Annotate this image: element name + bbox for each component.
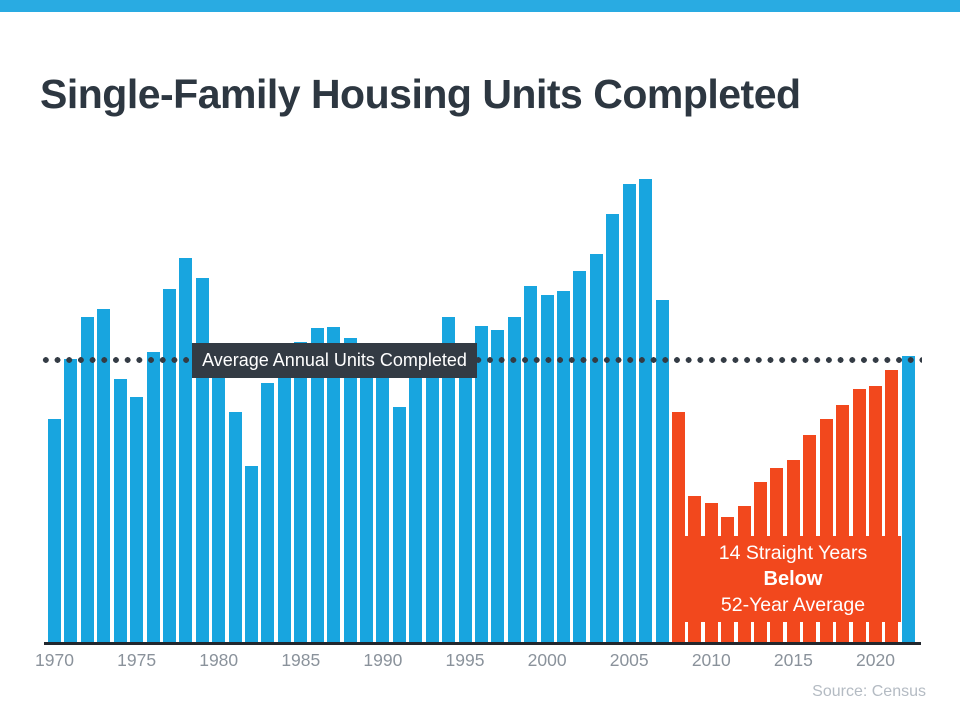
x-tick-1980: 1980 bbox=[199, 650, 239, 670]
bar-1980 bbox=[212, 373, 226, 642]
bar-1997 bbox=[491, 329, 505, 642]
bar-2003 bbox=[589, 254, 603, 642]
bar-1981 bbox=[228, 412, 242, 642]
x-tick-2010: 2010 bbox=[691, 650, 731, 670]
bar-1970 bbox=[48, 419, 61, 642]
x-tick-1990: 1990 bbox=[363, 650, 403, 670]
bar-1975 bbox=[130, 397, 144, 642]
x-tick-1985: 1985 bbox=[281, 650, 321, 670]
callout-line-2: Below bbox=[763, 568, 823, 590]
bar-1985 bbox=[294, 342, 308, 642]
bar-1984 bbox=[277, 355, 291, 642]
bar-2007 bbox=[655, 300, 669, 642]
bar-1996 bbox=[474, 325, 488, 642]
bar-1995 bbox=[458, 343, 472, 642]
bar-1998 bbox=[507, 317, 521, 642]
bar-1991 bbox=[392, 406, 406, 642]
bar-2002 bbox=[573, 271, 587, 642]
bar-1972 bbox=[80, 317, 94, 642]
bar-1990 bbox=[376, 371, 390, 642]
top-accent-strip bbox=[0, 0, 960, 12]
bar-1992 bbox=[409, 371, 423, 642]
bar-1983 bbox=[261, 383, 275, 642]
bar-1987 bbox=[327, 327, 341, 642]
x-tick-2020: 2020 bbox=[856, 650, 895, 670]
bar-1993 bbox=[425, 350, 439, 642]
bar-2004 bbox=[606, 213, 620, 642]
bar-1999 bbox=[524, 286, 538, 642]
x-tick-2015: 2015 bbox=[773, 650, 813, 670]
average-label-box: Average Annual Units Completed bbox=[192, 343, 477, 378]
bar-1994 bbox=[442, 317, 456, 642]
bar-1989 bbox=[359, 355, 373, 642]
bar-2008 bbox=[671, 412, 685, 642]
below-average-callout: 14 Straight Years Below 52-Year Average bbox=[685, 536, 901, 622]
x-tick-2000: 2000 bbox=[527, 650, 567, 670]
x-tick-1995: 1995 bbox=[445, 650, 485, 670]
bar-1971 bbox=[64, 359, 78, 642]
callout-line-3: 52-Year Average bbox=[720, 594, 866, 616]
bar-1977 bbox=[162, 289, 176, 642]
average-label-text: Average Annual Units Completed bbox=[202, 350, 467, 370]
bar-1978 bbox=[179, 258, 193, 642]
page-title: Single-Family Housing Units Completed bbox=[40, 71, 801, 118]
bar-1979 bbox=[195, 278, 209, 642]
bar-1988 bbox=[343, 338, 357, 642]
bar-2005 bbox=[622, 184, 636, 642]
bar-1974 bbox=[113, 378, 127, 642]
bar-1976 bbox=[146, 352, 160, 642]
bar-2006 bbox=[639, 178, 653, 642]
x-tick-1970: 1970 bbox=[35, 650, 74, 670]
bar-1973 bbox=[97, 308, 111, 642]
x-axis-line bbox=[44, 642, 921, 645]
bar-1982 bbox=[245, 465, 259, 642]
x-tick-2005: 2005 bbox=[609, 650, 649, 670]
x-tick-1975: 1975 bbox=[117, 650, 157, 670]
bar-2000 bbox=[540, 294, 554, 642]
bar-2001 bbox=[557, 290, 571, 642]
callout-line-1: 14 Straight Years bbox=[718, 542, 868, 564]
bar-2022 bbox=[901, 356, 915, 642]
average-dotted-line bbox=[40, 356, 922, 363]
source-credit: Source: Census bbox=[812, 683, 926, 700]
bar-1986 bbox=[310, 328, 324, 642]
